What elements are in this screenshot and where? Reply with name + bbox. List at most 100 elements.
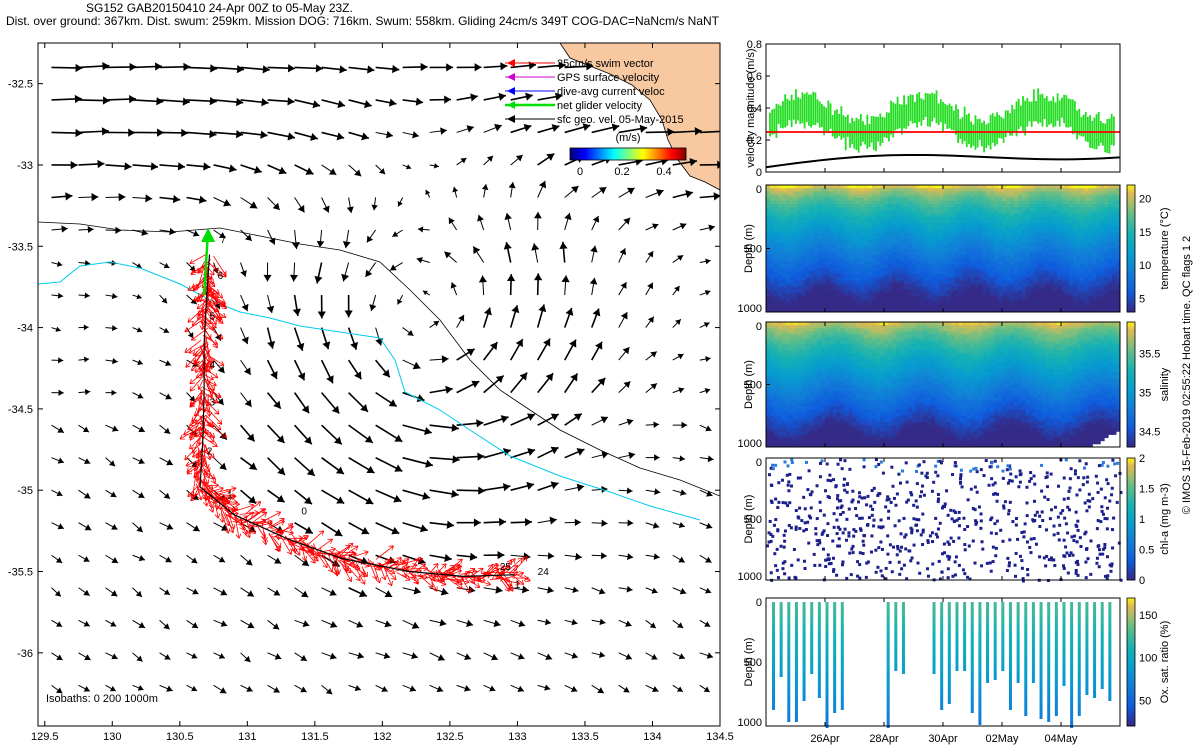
section-cell (998, 248, 1003, 253)
section-cell (946, 267, 952, 272)
current-arrowhead (136, 263, 142, 269)
section-cell (927, 235, 932, 240)
section-cell (939, 213, 944, 218)
section-cell (860, 270, 865, 275)
section-cell (887, 219, 893, 224)
section-cell (935, 258, 940, 262)
section-cell (1017, 185, 1023, 189)
section-cell (954, 280, 960, 284)
section-cell (880, 213, 885, 218)
section-cell (946, 242, 952, 246)
section-cell (962, 296, 967, 300)
section-cell (1029, 302, 1034, 307)
section-cell (793, 238, 798, 243)
section-cell (828, 277, 834, 281)
section-cell (994, 219, 999, 224)
section-cell (903, 213, 908, 218)
section-cell (911, 194, 916, 199)
section-cell (777, 185, 783, 189)
swim-vector (193, 408, 203, 417)
section-cell (990, 185, 995, 189)
section-cell (844, 264, 849, 268)
section-cell (1021, 267, 1026, 272)
current-arrowhead (219, 687, 227, 694)
section-cell (840, 261, 846, 265)
section-cell (793, 191, 798, 195)
section-cell (777, 270, 783, 275)
section-cell (821, 226, 826, 230)
section-cell (994, 191, 999, 195)
current-arrowhead (301, 405, 310, 414)
section-cell (797, 264, 802, 268)
section-cell (777, 191, 783, 195)
current-arrowhead (55, 326, 61, 332)
section-cell (813, 280, 818, 284)
section-cell (958, 223, 964, 227)
section-cell (836, 273, 842, 278)
section-cell (1017, 302, 1023, 307)
current-arrowhead (74, 94, 82, 104)
section-cell (872, 248, 877, 253)
section-cell (836, 280, 842, 284)
section-cell (891, 238, 897, 243)
current-arrowhead (329, 621, 338, 628)
current-arrowhead (619, 248, 627, 256)
section-cell (950, 216, 956, 221)
current-arrowhead (56, 687, 63, 694)
section-cell (825, 200, 830, 205)
section-cell (809, 305, 814, 310)
section-cell (978, 299, 983, 303)
section-cell (1017, 242, 1023, 246)
section-cell (978, 197, 983, 202)
section-cell (903, 258, 908, 262)
swim-vector (186, 461, 204, 475)
section-cell (797, 219, 802, 224)
section-cell (962, 251, 967, 256)
section-cell (927, 210, 932, 214)
section-cell (1029, 283, 1034, 287)
section-cell (986, 210, 991, 214)
section-cell (856, 194, 861, 199)
section-cell (899, 204, 905, 208)
section-cell (876, 213, 881, 218)
section-cell (880, 248, 885, 253)
section-cell (1029, 251, 1034, 256)
current-arrowhead (473, 246, 481, 255)
swim-vector-head (197, 310, 203, 316)
section-cell (813, 238, 818, 243)
current-arrowhead (676, 622, 684, 628)
section-cell (946, 273, 952, 278)
section-cell (805, 267, 810, 272)
swim-vector (210, 287, 223, 299)
section-cell (966, 267, 971, 272)
section-cell (994, 245, 999, 249)
section-cell (899, 292, 905, 297)
section-cell (848, 289, 853, 294)
section-cell (813, 283, 818, 287)
section-cell (982, 235, 987, 240)
section-cell (970, 191, 975, 195)
section-cell (852, 267, 857, 272)
current-arrowhead (322, 205, 330, 213)
section-cell (797, 280, 802, 284)
section-cell (836, 261, 842, 265)
section-cell (978, 248, 983, 253)
section-cell (887, 191, 893, 195)
section-cell (935, 254, 940, 259)
current-arrowhead (55, 557, 63, 563)
section-cell (773, 273, 779, 278)
section-cell (1013, 242, 1019, 246)
section-cell (777, 261, 783, 265)
current-arrowhead (650, 383, 657, 390)
section-cell (990, 197, 995, 202)
current-arrowhead (163, 492, 171, 499)
section-cell (864, 264, 869, 268)
section-cell (844, 289, 849, 294)
x-tick-label: 132 (373, 731, 391, 743)
swim-vector (189, 396, 203, 408)
section-cell (962, 200, 967, 205)
section-cell (974, 232, 979, 237)
current-arrowhead (219, 462, 227, 470)
section-cell (946, 245, 952, 249)
section-cell (946, 207, 952, 211)
